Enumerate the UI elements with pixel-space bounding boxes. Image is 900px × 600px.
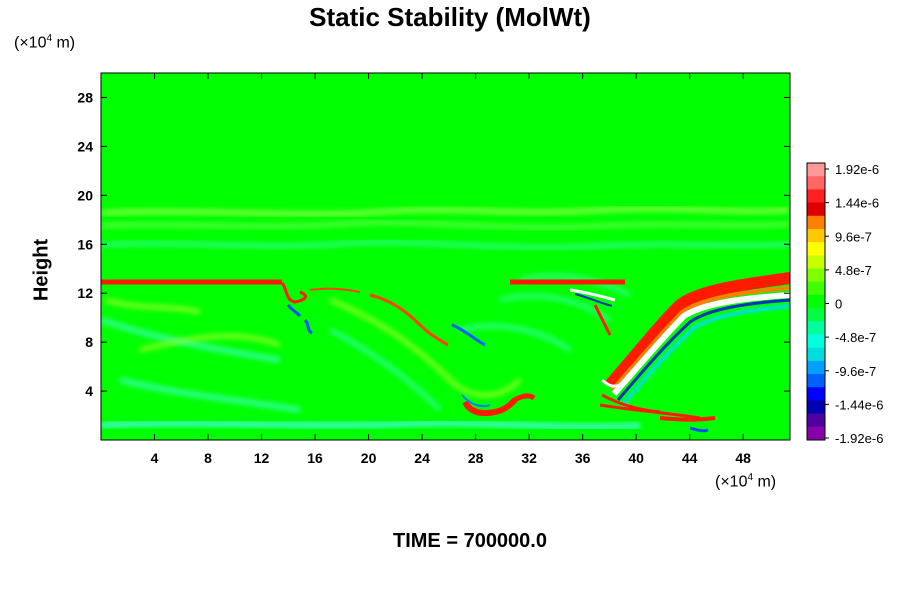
colorbar-swatch [807, 413, 825, 428]
colorbar-label: -4.8e-7 [835, 330, 876, 345]
colorbar-swatch [807, 426, 825, 441]
cyan-band [620, 304, 790, 408]
plot-background [101, 73, 790, 440]
colorbar-swatch [807, 163, 825, 177]
colorbar-label: 1.44e-6 [835, 196, 879, 211]
colorbar-swatch [807, 189, 825, 204]
chart-title: Static Stability (MolWt) [309, 2, 591, 32]
colorbar-label: 4.8e-7 [835, 263, 872, 278]
red-lobe-bottom [510, 393, 536, 405]
colorbar-swatch [807, 347, 825, 362]
x-tick-label: 8 [204, 450, 212, 466]
white-ribbon [601, 378, 621, 388]
x-tick-label: 28 [468, 450, 484, 466]
colorbar-label: -9.6e-7 [835, 364, 876, 379]
colorbar-label: 1.92e-6 [835, 162, 879, 177]
colorbar-swatch [807, 374, 825, 388]
red-streak [369, 293, 449, 347]
x-tick-label: 16 [307, 450, 323, 466]
colorbar-swatch [807, 228, 825, 243]
y-axis-unit: (×104 m) [14, 33, 76, 52]
colorbar-swatch [807, 215, 825, 230]
colorbar-label: 9.6e-7 [835, 229, 872, 244]
colorbar-swatch [807, 202, 825, 217]
y-tick-label: 4 [85, 383, 93, 399]
red-curl [593, 304, 612, 336]
white-ribbon [569, 288, 616, 302]
cyan-band [101, 420, 641, 430]
time-label: TIME = 700000.0 [393, 530, 547, 552]
colorbar-label: 0 [835, 297, 842, 312]
light-band [101, 220, 790, 230]
colorbar-swatch [807, 334, 825, 349]
colorbar-swatch [807, 268, 825, 283]
x-tick-label: 40 [628, 450, 644, 466]
colorbar-swatch [807, 281, 825, 296]
cyan-band [329, 324, 571, 412]
y-tick-label: 24 [77, 138, 93, 154]
x-tick-label: 48 [735, 450, 751, 466]
y-tick-label: 8 [85, 334, 93, 350]
red-lobe-bottom [659, 416, 716, 422]
y-tick-label: 20 [77, 187, 93, 203]
colorbar-swatch [807, 400, 825, 415]
x-tick-label: 36 [575, 450, 591, 466]
x-axis-unit: (×104 m) [715, 472, 777, 491]
colorbar-label: -1.44e-6 [835, 397, 883, 412]
x-tick-label: 4 [151, 450, 159, 466]
red-streak [599, 393, 701, 420]
blue-streak [461, 394, 491, 408]
red-curl [280, 282, 307, 304]
yellow-band [104, 298, 281, 352]
colorbar-swatch [807, 242, 825, 256]
y-tick-label: 16 [77, 236, 93, 252]
cyan-band [101, 318, 301, 412]
cyan-band [101, 240, 790, 250]
colorbar-swatch [807, 255, 825, 270]
x-tick-label: 24 [414, 450, 430, 466]
colorbar-swatch [807, 176, 825, 190]
plot-frame [100, 72, 791, 441]
x-ticks: 4 8 12 16 20 24 28 32 36 40 44 48 [151, 73, 751, 466]
blue-blob [286, 304, 313, 335]
blue-blob [689, 426, 709, 433]
x-tick-label: 44 [682, 450, 698, 466]
colorbar: 1.92e-6 1.44e-6 9.6e-7 4.8e-7 0 -4.8e-7 -9.6e-… [806, 162, 883, 446]
colorbar-label: -1.92e-6 [835, 431, 883, 446]
blue-streak [451, 323, 486, 347]
red-lobe-bottom [462, 397, 518, 417]
colorbar-swatch [807, 321, 825, 335]
colorbar-frame [806, 162, 826, 441]
colorbar-swatch [807, 294, 825, 309]
red-wedge [610, 286, 790, 392]
x-tick-label: 32 [521, 450, 537, 466]
y-tick-label: 28 [77, 89, 93, 105]
colorbar-swatch [807, 387, 825, 401]
light-band [101, 206, 790, 216]
field-patterns [101, 206, 790, 433]
white-ribbon [611, 292, 790, 396]
y-tick-label: 12 [77, 285, 93, 301]
blue-streak [574, 293, 613, 307]
x-tick-label: 12 [254, 450, 270, 466]
red-streak [309, 287, 361, 293]
x-tick-label: 20 [361, 450, 377, 466]
yellow-band [329, 298, 522, 397]
colorbar-swatch [807, 360, 825, 375]
colorbar-swatch [807, 308, 825, 322]
red-wedge [605, 272, 790, 389]
blue-streak [616, 298, 790, 401]
y-ticks: 4 8 12 16 20 24 28 [77, 89, 790, 399]
